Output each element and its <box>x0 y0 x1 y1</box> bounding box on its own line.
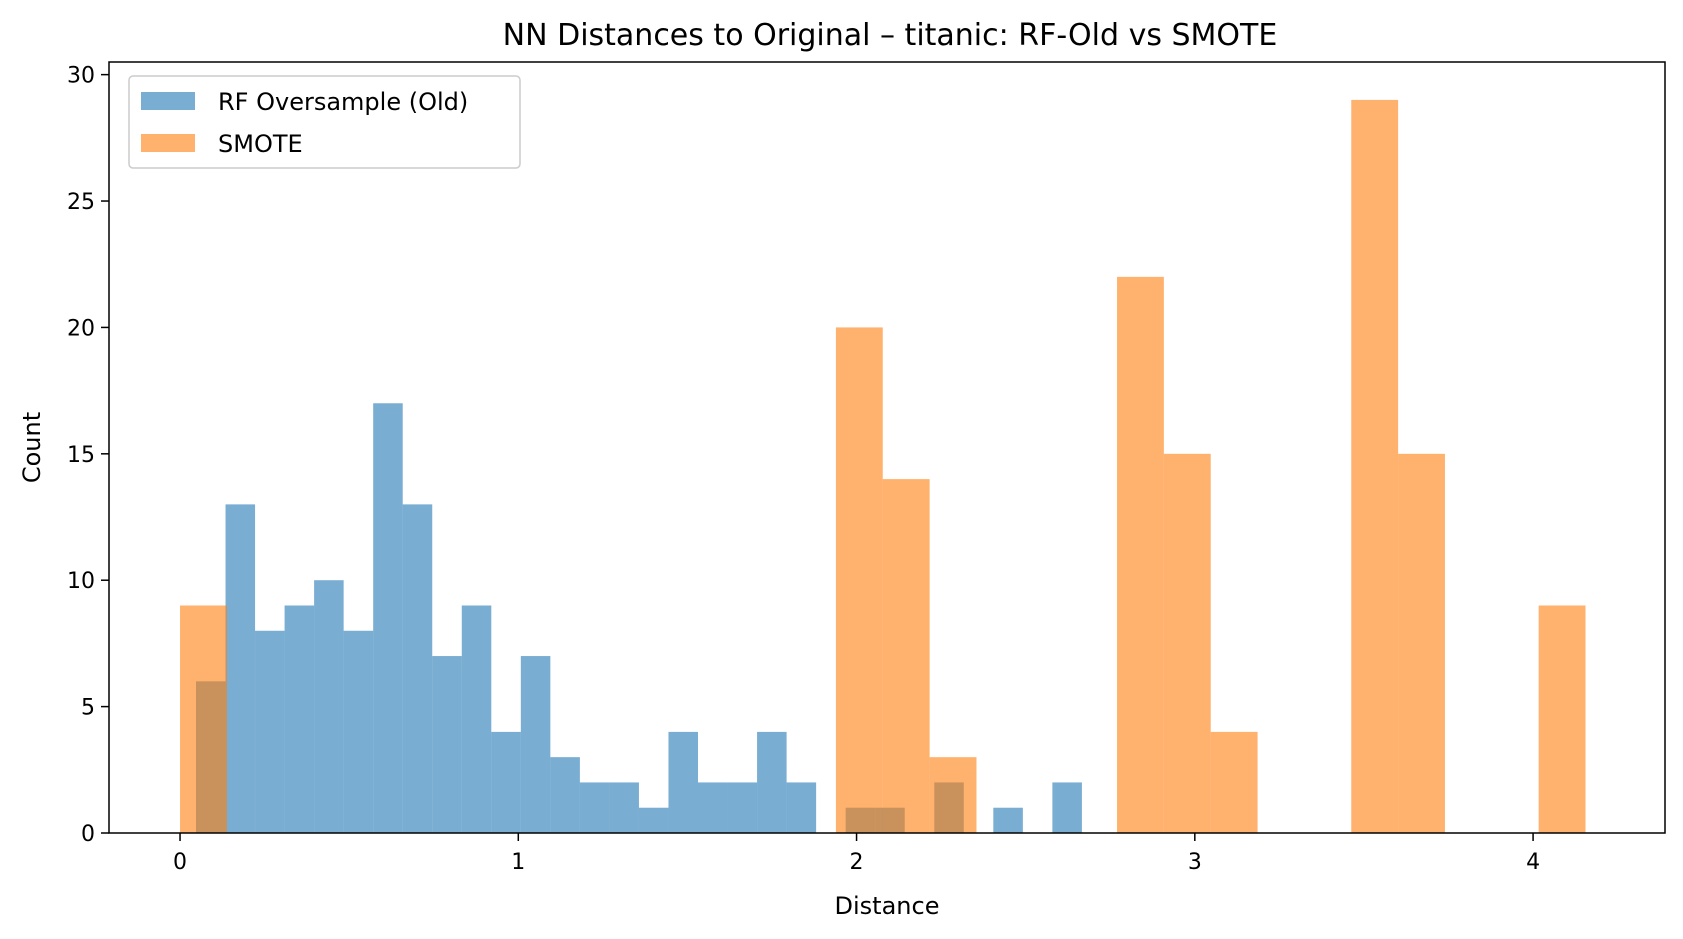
histogram-bar <box>432 656 462 833</box>
histogram-bar <box>579 782 610 833</box>
histogram-bar <box>491 731 521 833</box>
histogram-bar <box>993 807 1023 833</box>
x-axis-label: Distance <box>835 892 940 920</box>
histogram-bar <box>929 757 977 833</box>
legend-box <box>128 75 521 169</box>
y-tick-label: 25 <box>67 190 95 215</box>
histogram-bar <box>314 580 344 833</box>
plot-frame <box>108 61 1666 834</box>
y-axis-label: Count <box>18 412 46 483</box>
y-tick-label: 30 <box>67 64 95 89</box>
legend-swatch <box>141 134 195 152</box>
histogram-bar <box>1210 731 1258 833</box>
x-axis: 0 1 2 3 4 <box>173 833 1540 875</box>
y-axis: 0 5 10 15 20 25 30 <box>67 64 109 847</box>
histogram-bar <box>1351 99 1399 834</box>
histogram-bar <box>284 605 315 833</box>
histogram-bar <box>668 731 699 833</box>
histogram-bar <box>1398 453 1445 833</box>
x-tick-label: 2 <box>850 850 864 875</box>
histogram-bar <box>882 479 930 833</box>
chart-title: NN Distances to Original – titanic: RF-O… <box>503 18 1278 53</box>
histogram-bar <box>1052 782 1082 833</box>
x-tick-label: 0 <box>173 850 187 875</box>
histogram-bar <box>757 731 787 833</box>
x-tick-label: 1 <box>511 850 525 875</box>
series-rf-oversample <box>196 403 1082 833</box>
histogram-bar <box>373 403 403 833</box>
histogram-bar <box>1117 276 1164 833</box>
series-smote <box>180 99 1586 834</box>
x-tick-label: 3 <box>1188 850 1202 875</box>
histogram-bar <box>786 782 817 833</box>
y-tick-label: 10 <box>67 569 95 594</box>
histogram-bar <box>1538 605 1586 833</box>
histogram-bar <box>698 782 728 833</box>
histogram-bar <box>402 504 433 833</box>
histogram-bar <box>461 605 492 833</box>
legend-label: RF Oversample (Old) <box>218 88 468 116</box>
histogram-bar <box>225 504 256 833</box>
histogram-bar <box>609 782 639 833</box>
y-tick-label: 0 <box>81 822 95 847</box>
y-tick-label: 15 <box>67 443 95 468</box>
y-tick-label: 5 <box>81 696 95 721</box>
legend-label: SMOTE <box>218 130 303 158</box>
y-tick-label: 20 <box>67 316 95 341</box>
x-tick-label: 4 <box>1526 850 1540 875</box>
histogram-bar <box>255 630 285 833</box>
histogram-bar <box>835 327 883 833</box>
histogram-bar <box>1163 453 1211 833</box>
histogram-bar <box>550 757 580 833</box>
histogram-bar <box>520 656 551 833</box>
histogram-bar <box>727 782 758 833</box>
legend: RF Oversample (Old) SMOTE <box>128 75 521 169</box>
bars-layer <box>180 99 1586 834</box>
histogram-bar <box>180 605 227 833</box>
histogram-bar <box>343 630 374 833</box>
legend-swatch <box>141 92 195 110</box>
histogram-bar <box>638 807 669 833</box>
